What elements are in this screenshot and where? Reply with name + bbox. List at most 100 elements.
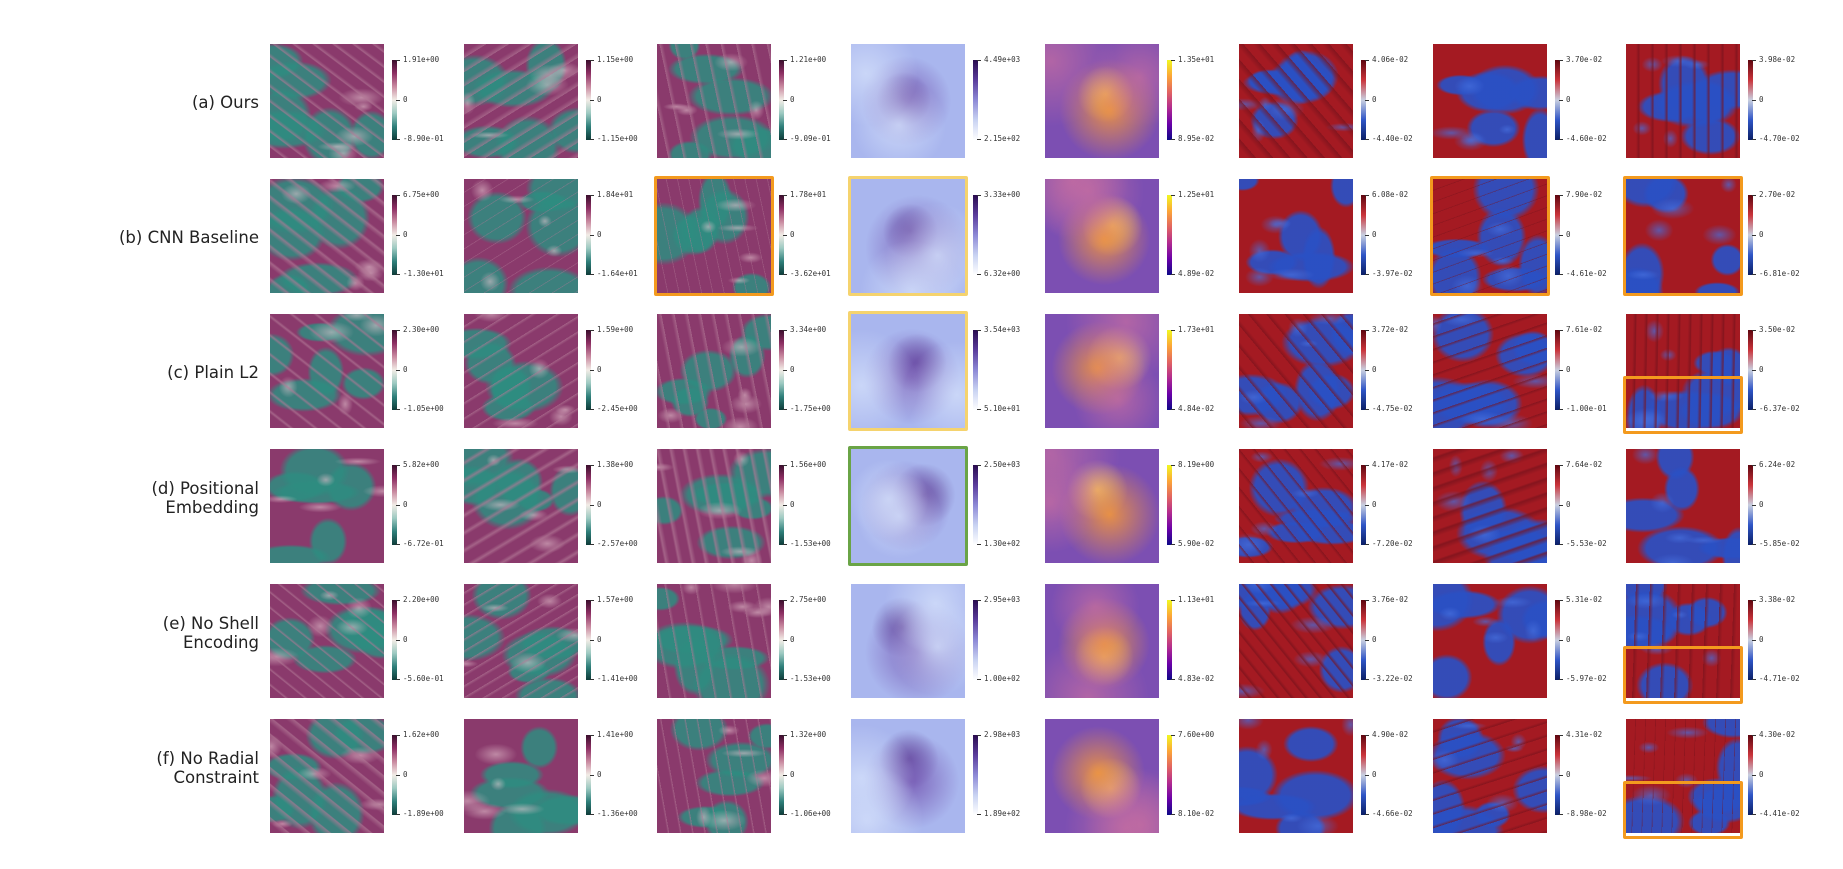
colorbar-tick xyxy=(1559,505,1563,506)
colorbar-tick xyxy=(1752,814,1756,815)
row-label: (f) No Radial Constraint xyxy=(156,749,259,787)
colorbar xyxy=(1167,735,1172,815)
colorbar-tick-label: 4.31e-02 xyxy=(1566,730,1603,739)
colorbar xyxy=(779,195,784,275)
field-image xyxy=(1239,44,1353,158)
colorbar xyxy=(392,330,397,410)
colorbar xyxy=(1555,330,1560,410)
colorbar-tick-label: 1.89e+02 xyxy=(984,809,1021,818)
colorbar-tick-label: 2.70e-02 xyxy=(1759,190,1796,199)
colorbar-tick-label: 0 xyxy=(403,500,408,509)
colorbar-tick xyxy=(590,139,594,140)
figure-panel: 6.08e-02 0 -3.97e-02 xyxy=(1239,179,1413,293)
colorbar xyxy=(973,330,978,410)
colorbar xyxy=(1748,465,1753,545)
colorbar-tick xyxy=(783,274,787,275)
row-label: (a) Ours xyxy=(191,92,259,112)
colorbar-tick xyxy=(1365,544,1369,545)
colorbar-tick xyxy=(590,330,594,331)
colorbar-tick-label: 0 xyxy=(403,230,408,239)
colorbar-tick-label: 4.90e-02 xyxy=(1372,730,1409,739)
colorbar-tick-label: 0 xyxy=(790,500,795,509)
field-image xyxy=(1626,719,1740,833)
colorbar-tick xyxy=(1559,679,1563,680)
field-image xyxy=(1626,584,1740,698)
figure-panel: 2.75e+00 0 -1.53e+00 xyxy=(657,584,831,698)
colorbar-tick-label: 0 xyxy=(597,500,602,509)
colorbar-tick xyxy=(783,544,787,545)
colorbar-tick-label: 4.30e-02 xyxy=(1759,730,1796,739)
colorbar-tick xyxy=(783,775,787,776)
colorbar-tick xyxy=(1559,544,1563,545)
colorbar-tick-label: 1.56e+00 xyxy=(790,460,827,469)
colorbar xyxy=(586,330,591,410)
colorbar-tick-label: 3.98e-02 xyxy=(1759,55,1796,64)
field-image xyxy=(464,314,578,428)
colorbar-tick xyxy=(396,274,400,275)
colorbar-tick-label: 2.75e+00 xyxy=(790,595,827,604)
colorbar xyxy=(1361,330,1366,410)
colorbar-tick-label: 0 xyxy=(403,95,408,104)
field-image xyxy=(270,584,384,698)
colorbar-tick xyxy=(783,735,787,736)
colorbar-tick xyxy=(1171,139,1175,140)
colorbar-tick xyxy=(1752,235,1756,236)
colorbar-tick xyxy=(1365,100,1369,101)
colorbar-tick-label: 4.84e-02 xyxy=(1178,404,1215,413)
colorbar-tick xyxy=(1559,330,1563,331)
colorbar-tick xyxy=(1752,139,1756,140)
field-image xyxy=(657,584,771,698)
colorbar-tick xyxy=(396,640,400,641)
colorbar-tick-label: 2.98e+03 xyxy=(984,730,1021,739)
colorbar-tick xyxy=(1365,600,1369,601)
colorbar-tick xyxy=(590,505,594,506)
field-image xyxy=(1239,719,1353,833)
figure-panel: 4.30e-02 0 -4.41e-02 xyxy=(1623,719,1800,839)
colorbar-tick xyxy=(783,814,787,815)
field-image xyxy=(657,314,771,428)
colorbar-tick xyxy=(590,60,594,61)
colorbar xyxy=(1555,465,1560,545)
colorbar-tick-label: 0 xyxy=(1566,365,1571,374)
colorbar-tick-label: 1.91e+00 xyxy=(403,55,440,64)
figure-panel: 4.49e+03 2.15e+02 xyxy=(851,44,1020,158)
colorbar-tick xyxy=(1171,274,1175,275)
figure-panel: 1.38e+00 0 -2.57e+00 xyxy=(464,449,638,563)
figure-panel: 2.50e+03 1.30e+02 xyxy=(848,446,1020,566)
colorbar xyxy=(1748,60,1753,140)
colorbar-tick xyxy=(783,370,787,371)
colorbar-tick xyxy=(1752,544,1756,545)
colorbar-tick-label: 1.30e+02 xyxy=(984,539,1021,548)
colorbar-tick xyxy=(1752,370,1756,371)
colorbar xyxy=(1361,735,1366,815)
figure-panel: 5.31e-02 0 -5.97e-02 xyxy=(1433,584,1607,698)
colorbar-tick-label: 0 xyxy=(597,770,602,779)
field-image xyxy=(1433,449,1547,563)
colorbar-tick-label: -1.00e-01 xyxy=(1566,404,1607,413)
colorbar-tick xyxy=(783,139,787,140)
figure-panel: 7.64e-02 0 -5.53e-02 xyxy=(1433,449,1607,563)
colorbar-tick-label: -8.90e-01 xyxy=(403,134,444,143)
colorbar-tick xyxy=(590,735,594,736)
colorbar-tick xyxy=(396,814,400,815)
figure-panel: 3.98e-02 0 -4.70e-02 xyxy=(1626,44,1800,158)
figure-panel: 1.35e+01 8.95e-02 xyxy=(1045,44,1214,158)
colorbar-tick-label: 2.50e+03 xyxy=(984,460,1021,469)
colorbar-tick-label: 6.75e+00 xyxy=(403,190,440,199)
colorbar xyxy=(973,60,978,140)
colorbar-tick xyxy=(396,195,400,196)
colorbar-tick xyxy=(1171,814,1175,815)
figure-panel: 3.76e-02 0 -3.22e-02 xyxy=(1239,584,1413,698)
field-image xyxy=(1239,179,1353,293)
colorbar-tick-label: -3.22e-02 xyxy=(1372,674,1413,683)
colorbar-tick-label: -6.37e-02 xyxy=(1759,404,1800,413)
field-image xyxy=(851,44,965,158)
figure-panel: 8.19e+00 5.90e-02 xyxy=(1045,449,1214,563)
field-image xyxy=(270,719,384,833)
colorbar-tick xyxy=(396,370,400,371)
colorbar-tick-label: 5.31e-02 xyxy=(1566,595,1603,604)
colorbar-tick-label: 0 xyxy=(597,635,602,644)
colorbar-tick-label: 6.08e-02 xyxy=(1372,190,1409,199)
colorbar-tick xyxy=(1752,60,1756,61)
colorbar-tick xyxy=(590,640,594,641)
